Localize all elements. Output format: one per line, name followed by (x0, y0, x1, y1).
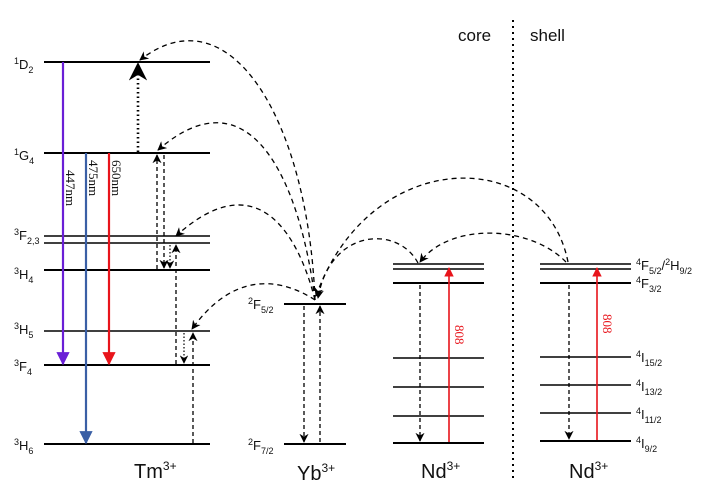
yb-levels: 2F5/2 2F7/2 (248, 296, 346, 456)
label-1d2: 1D2 (14, 56, 33, 75)
tm-ion-label: Tm3+ (134, 459, 177, 483)
label-4i132: 4I13/2 (636, 378, 662, 397)
tm-emissions: 447nm 475nm 650nm (56, 62, 124, 445)
label-4i152: 4I15/2 (636, 349, 662, 368)
label-4i92: 4I9/2 (636, 435, 657, 454)
yb-transitions (299, 305, 325, 443)
tm-levels (44, 61, 210, 445)
label-4f52-2h92: 4F5/2/2H9/2 (636, 257, 692, 276)
nd-shell-transitions: 808 (564, 267, 615, 440)
nd-core-808-label: 808 (452, 325, 467, 345)
tm-internal-transitions (128, 62, 198, 443)
emission-475-label: 475nm (86, 160, 101, 196)
transfer-yb-to-tm-3h5 (191, 283, 316, 330)
nd-core-transitions: 808 (415, 267, 467, 442)
label-4i112: 4I11/2 (636, 406, 662, 425)
nd-core-ion-label: Nd3+ (421, 459, 460, 483)
label-3h4: 3H4 (14, 266, 33, 285)
yb-ion-label: Yb3+ (297, 461, 335, 485)
nd-shell-levels (540, 263, 631, 442)
transfer-yb-to-tm-3f23 (175, 204, 316, 301)
nd-shell-808-label: 808 (600, 314, 615, 334)
label-3f23: 3F2,3 (14, 227, 39, 246)
label-1g4: 1G4 (14, 147, 34, 166)
label-3h6: 3H6 (14, 437, 33, 456)
nd-shell-ion-label: Nd3+ (569, 459, 608, 483)
label-3h5: 3H5 (14, 321, 33, 340)
emission-447-label: 447nm (63, 170, 78, 206)
ion-labels: Tm3+ Yb3+ Nd3+ Nd3+ (134, 459, 608, 485)
transfer-yb-to-tm-1g4 (157, 122, 316, 301)
transfer-nd-shell-to-core (419, 232, 567, 263)
label-3f4: 3F4 (14, 358, 32, 377)
transfer-yb-to-tm-1d2 (139, 40, 316, 301)
shell-label: shell (530, 26, 565, 45)
label-2f52: 2F5/2 (248, 296, 273, 315)
nd-level-labels: 4F5/2/2H9/2 4F3/2 4I15/2 4I13/2 4I11/2 4… (636, 257, 692, 454)
energy-transfer-curves (139, 40, 569, 330)
label-4f32: 4F3/2 (636, 275, 661, 294)
transfer-nd-shell-to-yb (314, 177, 569, 297)
label-2f72: 2F7/2 (248, 437, 273, 456)
core-label: core (458, 26, 491, 45)
nd-core-levels (393, 263, 484, 444)
emission-650-label: 650nm (109, 160, 124, 196)
tm-level-labels: 1D2 1G4 3F2,3 3H4 3H5 3F4 3H6 (14, 56, 39, 456)
